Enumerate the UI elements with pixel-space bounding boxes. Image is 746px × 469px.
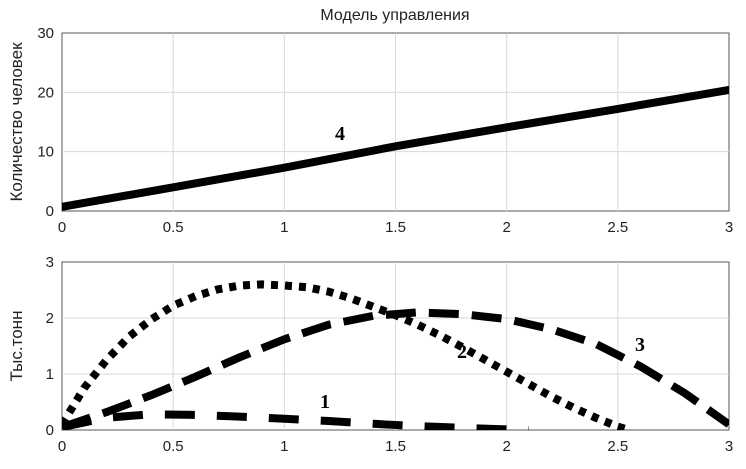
x-tick-label: 3 bbox=[725, 219, 733, 236]
x-tick-label: 0 bbox=[58, 219, 66, 236]
y-tick-label: 2 bbox=[46, 310, 54, 327]
y-axis-label: Количество человек bbox=[7, 42, 26, 202]
x-tick-label: 1 bbox=[280, 438, 288, 455]
x-tick-label: 2 bbox=[502, 438, 510, 455]
series-line-2 bbox=[62, 280, 631, 430]
x-tick-label: 0 bbox=[58, 438, 66, 455]
y-tick-label: 10 bbox=[37, 144, 54, 161]
x-tick-label: 2.5 bbox=[607, 219, 628, 236]
chart-title: Модель управления bbox=[320, 7, 469, 24]
x-tick-label: 0.5 bbox=[163, 219, 184, 236]
y-tick-label: 0 bbox=[46, 422, 54, 439]
y-tick-label: 20 bbox=[37, 84, 54, 101]
y-tick-label: 0 bbox=[46, 203, 54, 220]
y-axis-label: Тыс.тонн bbox=[7, 311, 26, 382]
x-tick-label: 1 bbox=[280, 219, 288, 236]
series-label-3: 3 bbox=[635, 334, 645, 356]
x-tick-label: 0.5 bbox=[163, 438, 184, 455]
panel-bottom-chart: 0 0.5 1 1.5 2 2.5 3 0 1 2 3 Тыс.тонн 1 2 3 bbox=[7, 254, 733, 455]
y-tick-label: 1 bbox=[46, 366, 54, 383]
y-tick-label: 3 bbox=[46, 254, 54, 271]
y-tick-label: 30 bbox=[37, 25, 54, 42]
x-tick-label: 1.5 bbox=[385, 438, 406, 455]
x-tick-label: 3 bbox=[725, 438, 733, 455]
series-line-4 bbox=[62, 86, 729, 211]
series-line-3 bbox=[62, 308, 729, 430]
series-label-4: 4 bbox=[335, 123, 345, 145]
x-tick-label: 2.5 bbox=[607, 438, 628, 455]
series-label-2: 2 bbox=[457, 341, 467, 363]
x-tick-label: 1.5 bbox=[385, 219, 406, 236]
series-label-1: 1 bbox=[320, 391, 330, 413]
x-tick-label: 2 bbox=[502, 219, 510, 236]
